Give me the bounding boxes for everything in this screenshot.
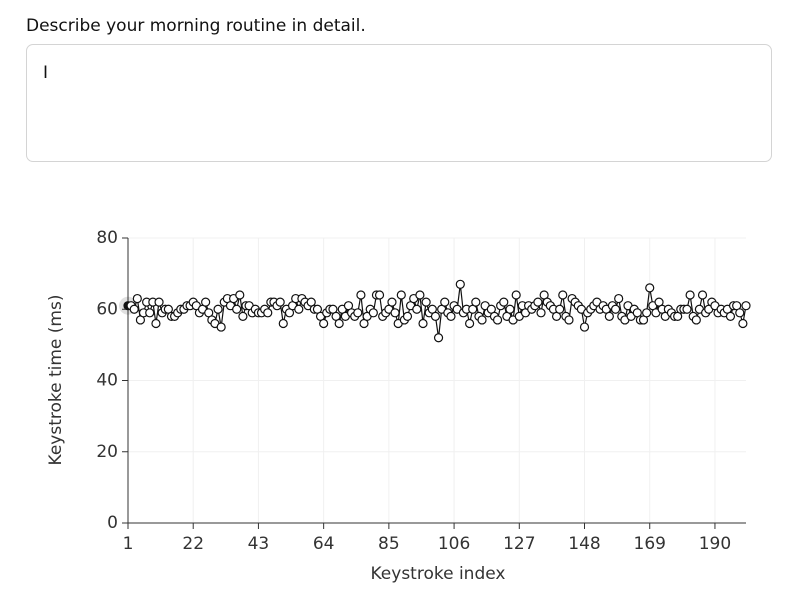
x-tick-label: 43: [248, 534, 270, 554]
point: [387, 297, 397, 307]
point: [533, 297, 543, 307]
point: [132, 293, 142, 304]
x-tick-label: 106: [438, 534, 470, 554]
point: [154, 297, 164, 307]
x-tick-label: 127: [503, 534, 535, 554]
point: [610, 304, 621, 314]
point: [691, 315, 701, 325]
point: [725, 311, 736, 321]
point: [536, 308, 546, 318]
point: [151, 318, 161, 329]
point: [368, 308, 378, 318]
point: [604, 311, 614, 321]
point: [642, 308, 652, 318]
point: [396, 290, 406, 300]
point: [263, 308, 273, 318]
point: [738, 318, 748, 329]
answer-input[interactable]: I: [26, 44, 772, 162]
y-tick-label: 0: [107, 513, 118, 533]
y-tick-label: 40: [96, 371, 118, 391]
x-tick-label: 22: [182, 534, 204, 554]
x-tick-label: 169: [634, 534, 666, 554]
point: [238, 311, 248, 321]
point: [421, 297, 431, 307]
point: [558, 290, 568, 300]
point: [477, 315, 487, 325]
point: [235, 290, 245, 300]
x-tick-label: 148: [568, 534, 600, 554]
point: [319, 318, 329, 329]
point: [275, 297, 285, 307]
y-tick-label: 80: [96, 228, 118, 248]
point: [294, 304, 304, 314]
point: [374, 290, 385, 300]
x-tick-label: 190: [699, 534, 731, 554]
point: [685, 290, 695, 300]
x-tick-label: 1: [123, 534, 134, 554]
point: [505, 304, 515, 314]
point: [433, 333, 444, 343]
point: [415, 290, 425, 300]
point: [465, 318, 475, 329]
x-tick-label: 64: [313, 534, 335, 554]
y-tick-label: 60: [96, 299, 118, 319]
point: [145, 308, 155, 318]
point: [232, 304, 242, 314]
point: [471, 297, 481, 307]
question-label: Describe your morning routine in detail.: [26, 16, 366, 36]
y-axis-title: Keystroke time (ms): [46, 295, 66, 466]
point: [418, 318, 428, 329]
point: [645, 283, 655, 293]
point: [430, 311, 441, 321]
point: [579, 322, 590, 332]
x-axis-title: Keystroke index: [371, 564, 506, 584]
point: [201, 297, 211, 307]
point: [353, 308, 363, 318]
point: [446, 311, 456, 321]
point: [564, 315, 574, 325]
point: [356, 290, 366, 300]
point: [440, 297, 450, 307]
point: [412, 304, 422, 314]
point: [129, 304, 139, 314]
point: [402, 311, 413, 321]
point: [741, 301, 751, 311]
x-tick-label: 85: [378, 534, 400, 554]
point: [697, 290, 708, 300]
point: [499, 297, 509, 307]
point: [735, 308, 745, 318]
y-tick-label: 20: [96, 442, 118, 462]
point: [455, 279, 465, 289]
point: [614, 293, 624, 304]
point: [390, 308, 400, 318]
point: [216, 322, 226, 332]
point: [278, 318, 288, 329]
point: [334, 318, 344, 329]
point: [555, 304, 565, 314]
point: [511, 290, 521, 300]
point: [213, 304, 223, 314]
point: [492, 315, 503, 325]
point: [682, 304, 692, 314]
